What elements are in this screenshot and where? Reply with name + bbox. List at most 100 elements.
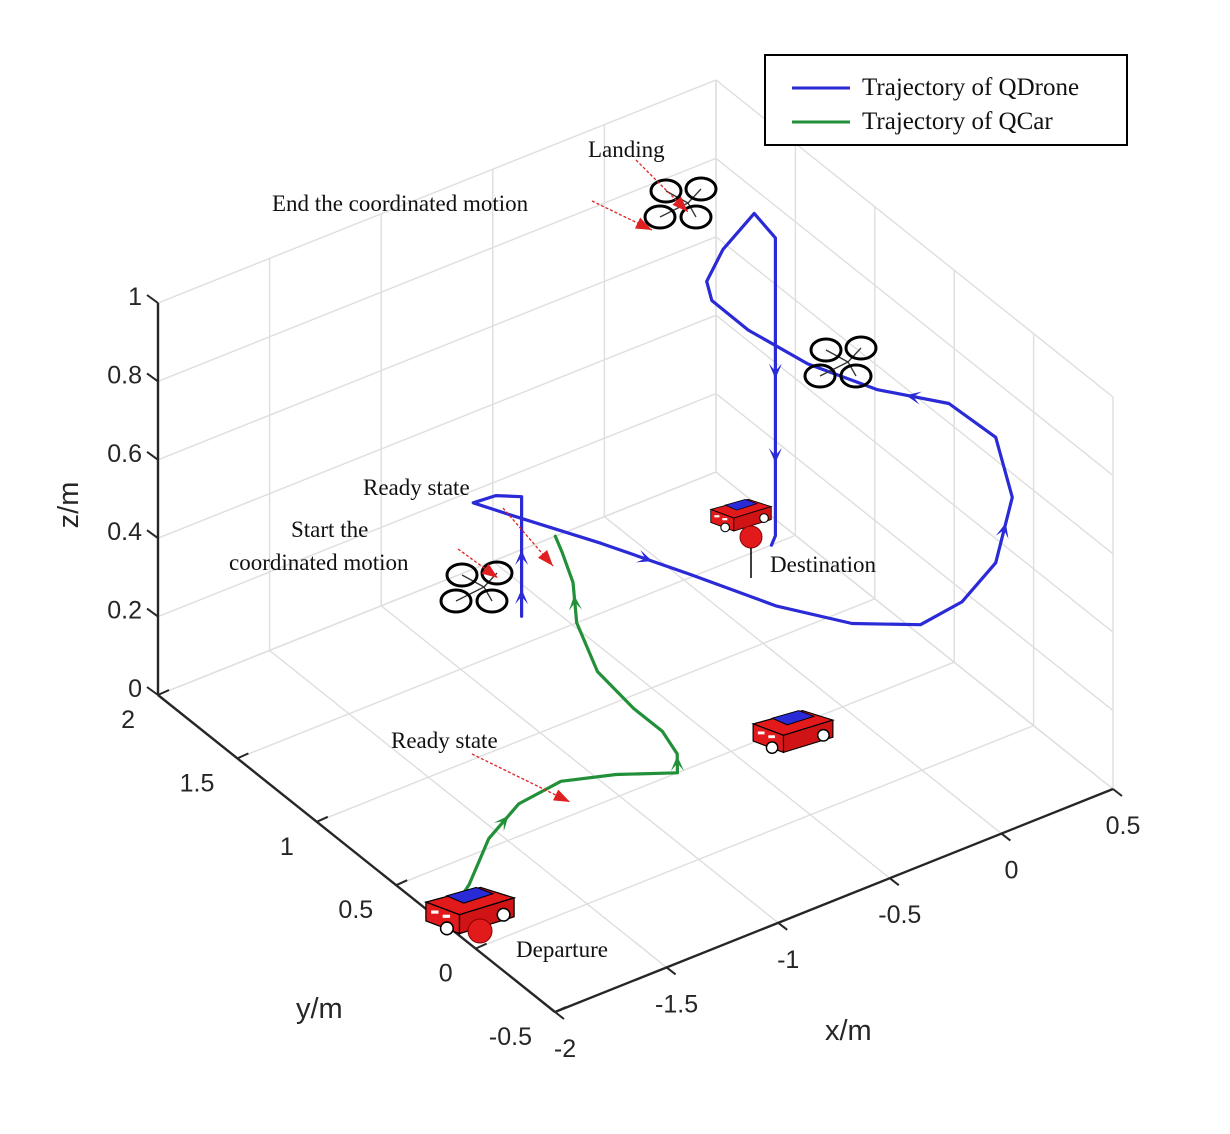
annotation-arrow-head	[634, 217, 652, 230]
y-tick-mark	[316, 815, 329, 823]
drone-direction-arrow	[905, 391, 922, 405]
car-body-side	[782, 719, 834, 754]
floor-grid-line-y	[475, 724, 1034, 950]
y-tick-label: 1.5	[180, 769, 215, 797]
car-roof	[770, 710, 816, 726]
annotation-end-coordinated-motion: End the coordinated motion	[272, 191, 529, 216]
quadcopter-arm	[687, 202, 697, 218]
side-wall-grid-line-z	[715, 471, 1114, 790]
annotation-arrow-landing	[635, 159, 689, 213]
y-tick-label: 0	[439, 960, 453, 988]
quadcopter-icon	[439, 560, 514, 614]
quadcopter-arm	[687, 188, 702, 204]
back-wall-grid-line-z	[157, 392, 717, 618]
quadcopter-rotor	[643, 204, 677, 230]
z-tick-label: 0.8	[107, 361, 142, 389]
annotation-arrow-head	[481, 563, 498, 578]
quadcopter-rotor	[445, 562, 479, 588]
annotation-arrow-ready-state-lower	[471, 753, 571, 803]
x-tick-label: -1.5	[655, 990, 698, 1018]
z-tick-mark	[146, 529, 159, 540]
annotation-arrow-start-coordinated-motion	[457, 548, 499, 579]
annotation-arrow-head	[552, 789, 570, 802]
quadcopter-rotor	[844, 335, 878, 361]
back-wall-grid-line-z	[157, 79, 717, 304]
x-tick-mark	[665, 966, 677, 976]
car-light	[768, 735, 775, 739]
y-tick-mark	[554, 1006, 567, 1013]
quadcopter-rotor	[684, 176, 718, 202]
car-wheel	[765, 741, 779, 755]
annotation-landing: Landing	[588, 137, 665, 162]
z-tick-label: 1	[128, 283, 142, 311]
quadcopter-rotor	[803, 363, 837, 389]
car-icon	[709, 498, 773, 533]
drone-direction-arrow	[995, 522, 1009, 539]
icons-layer	[423, 176, 878, 944]
floor-grid-line-y	[316, 598, 876, 823]
car-light	[431, 910, 439, 914]
x-tick-mark	[1112, 788, 1123, 797]
car-icon	[751, 710, 835, 755]
car-light	[714, 515, 720, 518]
legend: Trajectory of QDrone Trajectory of QCar	[764, 54, 1128, 146]
y-axis-label: y/m	[296, 993, 343, 1025]
grid-lines	[157, 79, 1114, 1013]
annotation-arrow-shaft	[502, 507, 554, 567]
annotation-arrow-ready-state-upper	[502, 507, 554, 567]
car-light	[442, 914, 451, 918]
z-tick-label: 0	[128, 675, 142, 703]
drone-direction-arrow	[515, 589, 529, 605]
x-tick-label: 0.5	[1106, 812, 1141, 840]
x-tick-mark	[777, 922, 788, 931]
drone-trajectory-line	[471, 211, 1014, 627]
tick-labels: -2 -1.5 -1 -0.5 0 0.5 -0.5 0 0.5 1 1.5 2 0 0.2 0.4 0.6 0…	[107, 283, 1140, 1063]
drone-direction-arrow	[515, 549, 529, 565]
car-direction-arrow	[670, 755, 684, 771]
y-tick-label: 2	[121, 706, 135, 734]
car-wheel	[759, 513, 769, 523]
car-wheel	[496, 907, 511, 922]
legend-label-car: Trajectory of QCar	[862, 108, 1053, 135]
x-tick-mark	[554, 1011, 565, 1020]
car-roof	[724, 498, 758, 511]
destination-marker	[739, 525, 763, 549]
drone-direction-arrow	[768, 447, 782, 463]
z-tick-mark	[146, 450, 159, 461]
annotation-start-the: Start the	[291, 517, 368, 542]
y-axis-line	[157, 694, 556, 1013]
quadcopter-rotor	[475, 588, 509, 614]
floor-grid-line-y	[237, 534, 796, 760]
annotation-arrow-shaft	[471, 753, 571, 803]
x-tick-label: 0	[1004, 857, 1018, 885]
quadcopter-arm	[819, 361, 849, 377]
trajectories	[442, 211, 1014, 925]
quadcopter-arm	[483, 586, 493, 602]
z-tick-label: 0.2	[107, 597, 142, 625]
quadcopter-rotor	[439, 588, 473, 614]
x-tick-mark	[1000, 832, 1012, 842]
drone-direction-arrow	[768, 363, 782, 379]
axes	[146, 294, 1123, 1020]
x-axis-label: x/m	[825, 1015, 872, 1047]
car-roof	[445, 886, 495, 904]
departure-marker	[467, 918, 493, 944]
legend-label-drone: Trajectory of QDrone	[862, 74, 1079, 101]
side-wall-grid-line-z	[715, 393, 1114, 712]
drone-direction-arrow	[636, 550, 653, 563]
car-wheel	[439, 921, 454, 936]
quadcopter-arm	[455, 586, 485, 602]
annotations-layer	[457, 159, 689, 803]
quadcopter-icon	[803, 335, 878, 389]
annotation-departure: Departure	[516, 937, 608, 962]
back-wall-grid-line-z	[157, 236, 717, 461]
x-tick-mark	[889, 877, 900, 886]
y-tick-label: 1	[280, 833, 294, 861]
car-body-side	[733, 505, 772, 532]
z-tick-mark	[146, 372, 159, 383]
back-wall-grid-line-z	[157, 471, 717, 696]
floor-grid-line-x	[380, 605, 779, 924]
car-light	[722, 518, 728, 521]
back-wall-grid-line-z	[157, 314, 717, 539]
x-tick-label: -1	[777, 946, 799, 974]
